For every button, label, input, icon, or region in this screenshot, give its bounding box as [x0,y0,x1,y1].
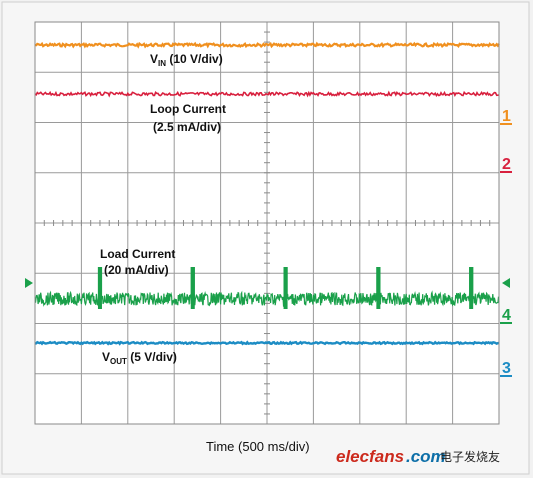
channel-1-marker: 1 [502,108,511,125]
load-current-scale: (20 mA/div) [104,263,169,277]
watermark-cn: 电子发烧友 [440,449,500,464]
load-current-pulse [190,267,195,309]
load-current-pulse [469,267,474,309]
channel-4-marker: 4 [502,307,511,324]
grid [35,22,499,424]
traces [34,41,500,346]
load-current-pulse [376,267,381,309]
load-current-label: Load Current [100,247,175,261]
trace-vin [34,41,500,49]
left-trigger-arrow-icon [25,278,33,288]
trace-vout [34,340,500,346]
loop-current-scale: (2.5 mA/div) [153,120,221,134]
right-trigger-arrow-icon [502,278,510,288]
watermark-brand: elecfans [336,447,404,466]
elecfans-watermark: elecfans .com 电子发烧友 [336,447,500,466]
load-current-pulse [97,267,102,309]
vin-label: VIN (10 V/div) [150,52,223,68]
loop-current-label: Loop Current [150,102,226,116]
x-axis-label: Time (500 ms/div) [206,439,310,454]
watermark-domain: .com [406,447,446,466]
plot-border [34,21,500,425]
channel-2-marker: 2 [502,156,511,173]
trace-load-current [34,266,500,308]
trace-loop-current [34,90,500,98]
channel-3-marker: 3 [502,360,511,377]
vout-label: VOUT (5 V/div) [102,350,177,366]
load-current-pulse [283,267,288,309]
